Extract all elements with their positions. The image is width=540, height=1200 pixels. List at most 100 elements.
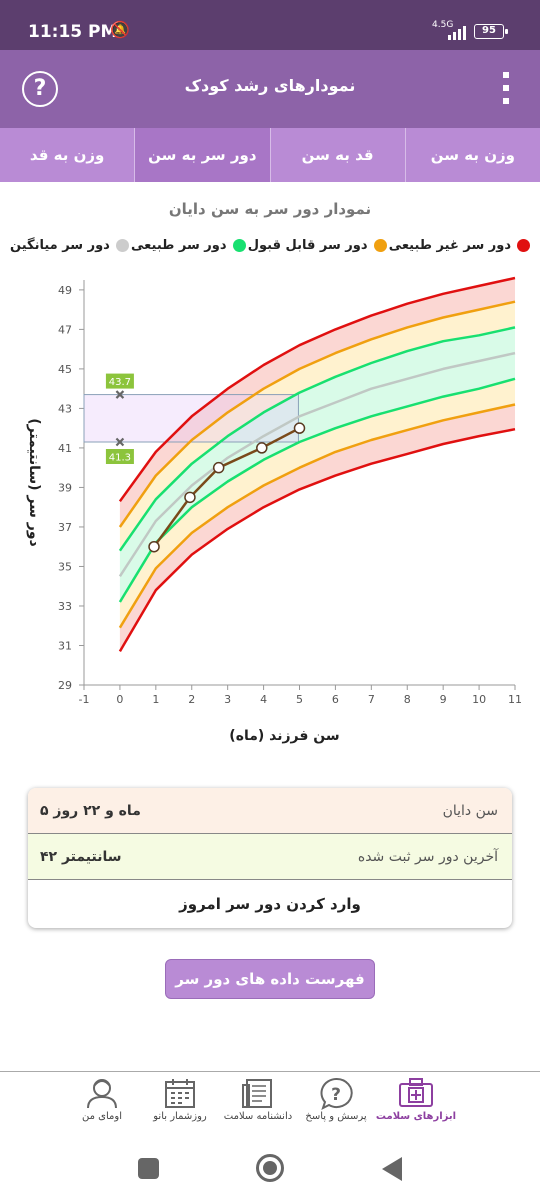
- x-tick-label: 4: [260, 693, 267, 706]
- calendar-icon: [165, 1079, 195, 1108]
- last-measurement-row: آخرین دور سر ثبت شده ۴۲ سانتیمتر: [28, 834, 512, 880]
- birth-marker: [115, 437, 125, 447]
- nav-label: دانشنامه سلامت: [223, 1111, 293, 1122]
- signal-icon: [448, 24, 470, 40]
- reference-curve-grey_mean: [118, 351, 516, 577]
- legend-dot: [115, 239, 129, 252]
- x-tick-label: 0: [116, 693, 123, 706]
- last-measurement-value: ۴۲ سانتیمتر: [40, 849, 122, 865]
- x-tick-label: 3: [224, 693, 231, 706]
- legend-item-normal: دور سر طبیعی: [131, 238, 246, 253]
- y-tick-label: 31: [58, 639, 72, 652]
- legend-label: دور سر میانگین: [10, 238, 110, 253]
- data-list-button[interactable]: فهرست داده های دور سر دایان: [165, 959, 375, 1026]
- battery-icon: 95: [474, 24, 508, 39]
- help-button[interactable]: ?: [22, 71, 58, 107]
- x-tick-label: 7: [368, 693, 375, 706]
- reference-curve-orange_high: [118, 300, 516, 528]
- y-tick-label: 35: [58, 560, 72, 573]
- nav-label: پرسش و پاسخ: [305, 1111, 367, 1122]
- legend-dot: [517, 239, 530, 252]
- x-tick-label: 6: [332, 693, 339, 706]
- nav-item-qa[interactable]: ? پرسش و پاسخ: [292, 1076, 380, 1122]
- reference-curve-red_low: [118, 427, 516, 653]
- reference-curve-red_high: [118, 276, 516, 503]
- mute-icon: 🔕: [110, 20, 130, 39]
- svg-text:?: ?: [331, 1085, 341, 1105]
- home-button[interactable]: [256, 1154, 284, 1182]
- chart-title: نمودار دور سر به سن دایان: [168, 200, 372, 218]
- x-tick-label: 5: [296, 693, 303, 706]
- recents-button[interactable]: [138, 1158, 159, 1179]
- tab-weight-for-height[interactable]: وزن به قد: [29, 146, 105, 164]
- child-data-point: [293, 422, 306, 434]
- band-area: [119, 353, 516, 602]
- nav-label: ابزارهای سلامت: [375, 1111, 457, 1122]
- legend-label: دور سر غیر طبیعی: [388, 238, 511, 253]
- x-tick-label: 9: [440, 693, 447, 706]
- tab-weight-for-age[interactable]: وزن به سن: [404, 128, 540, 182]
- tab-head-for-age[interactable]: دور سر به سن: [134, 128, 270, 182]
- legend-item-mean: دور سر میانگین: [10, 238, 129, 253]
- tab-height-for-age[interactable]: قد به سن: [269, 128, 405, 182]
- band-area: [119, 301, 516, 551]
- birth-marker-label-bg: [105, 449, 134, 464]
- child-data-point: [256, 442, 268, 454]
- y-tick-label: 47: [58, 323, 72, 336]
- nav-item-health-tools[interactable]: ابزارهای سلامت: [372, 1076, 460, 1122]
- age-label: سن دایان: [442, 803, 498, 819]
- band-area: [119, 278, 516, 527]
- network-type: 4.5G: [432, 20, 454, 30]
- x-tick-label: 10: [472, 693, 486, 706]
- reference-curve-green_low: [118, 377, 516, 603]
- legend-item-acceptable: دور سر قابل قبول: [248, 238, 387, 253]
- health-kit-icon: [399, 1078, 433, 1107]
- question-bubble-icon: ?: [320, 1077, 353, 1110]
- legend-label: دور سر طبیعی: [131, 238, 227, 253]
- page-title: نمودارهای رشد کودک: [184, 76, 356, 95]
- y-tick-label: 45: [58, 363, 72, 376]
- y-tick-label: 43: [58, 402, 72, 415]
- nav-item-profile[interactable]: اومای من: [58, 1076, 146, 1122]
- info-card: سن دایان ۵ ماه و ۲۲ روز آخرین دور سر ثبت…: [28, 788, 512, 928]
- reference-curve-green_high: [118, 326, 516, 552]
- y-tick-label: 37: [58, 521, 72, 534]
- y-tick-label: 29: [58, 679, 72, 692]
- y-axis-label: دور سر (سانتیمتر): [26, 418, 42, 547]
- chart-legend: دور سر غیر طبیعی دور سر قابل قبول دور سر…: [10, 238, 530, 253]
- enter-today-button[interactable]: وارد کردن دور سر امروز: [179, 895, 361, 913]
- nav-label: اومای من: [82, 1111, 122, 1122]
- status-bar: 11:15 PM 🔕 4.5G 95: [0, 0, 540, 50]
- nav-item-encyclopedia[interactable]: دانشنامه سلامت: [214, 1076, 302, 1122]
- age-value: ۵ ماه و ۲۲ روز: [40, 803, 141, 819]
- y-tick-label: 41: [58, 442, 72, 455]
- age-row: سن دایان ۵ ماه و ۲۲ روز: [28, 788, 512, 834]
- chart-tabs: وزن به سن قد به سن دور سر به سن وزن به ق…: [0, 128, 540, 182]
- y-tick-label: 33: [58, 600, 72, 613]
- child-data-point: [184, 491, 196, 504]
- x-tick-label: 1: [152, 693, 159, 706]
- y-tick-label: 49: [58, 284, 72, 297]
- child-data-point: [148, 540, 160, 553]
- child-data-point: [212, 461, 225, 474]
- status-time: 11:15 PM: [28, 22, 118, 42]
- reference-curve-orange_low: [118, 403, 516, 629]
- profile-icon: [87, 1079, 117, 1109]
- legend-label: دور سر قابل قبول: [247, 238, 368, 253]
- last-measurement-label: آخرین دور سر ثبت شده: [357, 849, 498, 865]
- legend-dot: [373, 239, 387, 252]
- band-area: [119, 327, 516, 577]
- birth-marker-label: 43.7: [109, 377, 131, 388]
- x-axis-label: سن فرزند (ماه): [229, 728, 339, 744]
- app-header: ? نمودارهای رشد کودک: [0, 50, 540, 128]
- back-button[interactable]: [382, 1157, 402, 1181]
- birth-marker-label: 41.3: [109, 453, 131, 464]
- birth-marker-label-bg: [105, 373, 134, 389]
- overflow-menu-button[interactable]: [496, 72, 516, 108]
- y-tick-label: 39: [58, 481, 72, 494]
- birth-marker: [115, 390, 125, 399]
- nav-item-calendar[interactable]: روزشمار بانو: [136, 1076, 224, 1122]
- legend-dot: [232, 239, 246, 252]
- bottom-nav: ابزارهای سلامت ? پرسش و پاسخ دانشنامه سل…: [0, 1071, 540, 1139]
